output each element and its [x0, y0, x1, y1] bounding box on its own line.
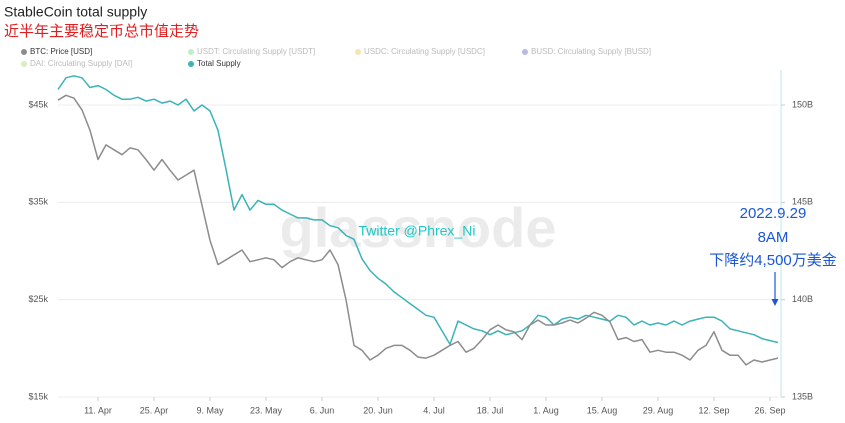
x-tick-label: 1. Aug [533, 405, 559, 415]
x-tick-label: 9. May [196, 405, 224, 415]
y-tick-label: $15k [28, 391, 48, 401]
x-tick-label: 12. Sep [698, 405, 729, 415]
y-tick-label: $25k [28, 294, 48, 304]
y2-tick-label: 140B [792, 294, 813, 304]
legend-label: Total Supply [197, 59, 241, 68]
x-tick-label: 4. Jul [423, 405, 445, 415]
series-line [57, 94, 779, 366]
x-tick-label: 11. Apr [84, 405, 112, 415]
annotation: 2022.9.29 [740, 205, 807, 222]
chart-subtitle: 近半年主要稳定币总市值走势 [4, 23, 199, 40]
x-tick-label: 18. Jul [477, 405, 504, 415]
annotation: 下降约4,500万美金 [709, 252, 837, 269]
x-tick-label: 15. Aug [587, 405, 618, 415]
x-tick-label: 26. Sep [754, 405, 785, 415]
legend-label: USDC: Circulating Supply [USDC] [364, 47, 485, 56]
legend-label: USDT: Circulating Supply [USDT] [197, 47, 315, 56]
legend-label: BTC: Price [USD] [30, 47, 92, 56]
legend-marker [21, 49, 27, 55]
watermark: glassnode [280, 196, 557, 259]
legend-label: BUSD: Circulating Supply [BUSD] [531, 47, 651, 56]
y2-tick-label: 145B [792, 197, 813, 207]
x-tick-label: 20. Jun [363, 405, 393, 415]
legend-marker [188, 61, 194, 67]
x-tick-label: 25. Apr [140, 405, 169, 415]
series-line [57, 75, 779, 346]
y2-tick-label: 135B [792, 391, 813, 401]
x-tick-label: 29. Aug [643, 405, 674, 415]
arrow-head [771, 299, 779, 306]
chart-title: StableCoin total supply [4, 4, 147, 20]
x-tick-label: 23. May [250, 405, 283, 415]
legend-label: DAI: Circulating Supply [DAI] [30, 59, 132, 68]
legend-marker [188, 49, 194, 55]
x-tick-label: 6. Jun [310, 405, 335, 415]
legend-marker [355, 49, 361, 55]
credit: Twitter @Phrex_Ni [359, 223, 476, 239]
legend-marker [522, 49, 528, 55]
y-tick-label: $35k [28, 197, 48, 207]
y-tick-label: $45k [28, 99, 48, 109]
annotation: 8AM [758, 229, 789, 246]
y2-tick-label: 150B [792, 99, 813, 109]
legend-marker [21, 61, 27, 67]
